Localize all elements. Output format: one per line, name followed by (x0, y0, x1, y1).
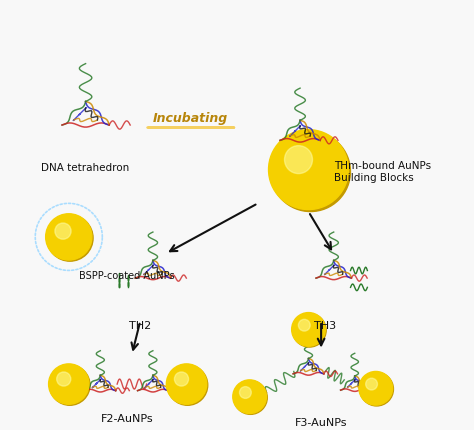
Circle shape (166, 364, 207, 404)
Circle shape (360, 372, 393, 406)
Circle shape (292, 313, 326, 347)
Circle shape (50, 365, 90, 405)
Circle shape (174, 372, 189, 386)
Circle shape (233, 380, 266, 414)
Circle shape (167, 365, 208, 405)
Circle shape (292, 313, 325, 346)
Circle shape (365, 378, 377, 390)
Circle shape (271, 132, 350, 212)
Circle shape (55, 223, 71, 239)
Circle shape (269, 130, 348, 209)
Text: Incubating: Incubating (153, 113, 228, 126)
Circle shape (284, 146, 312, 174)
Text: BSPP-coated AuNPs: BSPP-coated AuNPs (79, 270, 175, 280)
Circle shape (49, 364, 89, 404)
Circle shape (239, 387, 251, 398)
Circle shape (234, 381, 267, 415)
Text: THm-bound AuNPs
Building Blocks: THm-bound AuNPs Building Blocks (334, 161, 431, 182)
Text: DNA tetrahedron: DNA tetrahedron (42, 163, 130, 173)
Text: F3-AuNPs: F3-AuNPs (295, 418, 347, 428)
Circle shape (359, 372, 392, 405)
Circle shape (299, 319, 310, 331)
Text: TH3: TH3 (314, 321, 337, 331)
Text: TH2: TH2 (129, 321, 151, 331)
Circle shape (47, 215, 93, 261)
Circle shape (46, 214, 92, 260)
Circle shape (57, 372, 71, 386)
Text: F2-AuNPs: F2-AuNPs (101, 414, 154, 424)
